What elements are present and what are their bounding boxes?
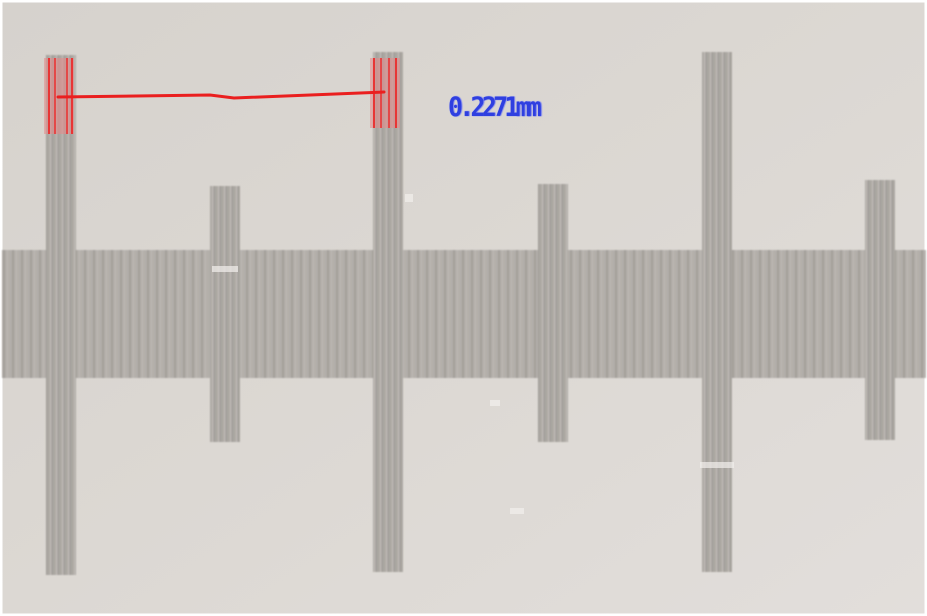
major-tick-3: [702, 52, 732, 572]
measure-line: [56, 90, 386, 100]
dust-specks: [212, 194, 734, 514]
minor-tick-2: [538, 184, 568, 442]
minor-tick-1: [210, 186, 240, 442]
major-tick-2: [373, 52, 403, 572]
major-tick-1: [46, 55, 76, 575]
minor-tick-3: [865, 180, 895, 440]
ruler-band: [2, 250, 926, 378]
measurement-readout: 0.2271mm: [448, 92, 542, 123]
